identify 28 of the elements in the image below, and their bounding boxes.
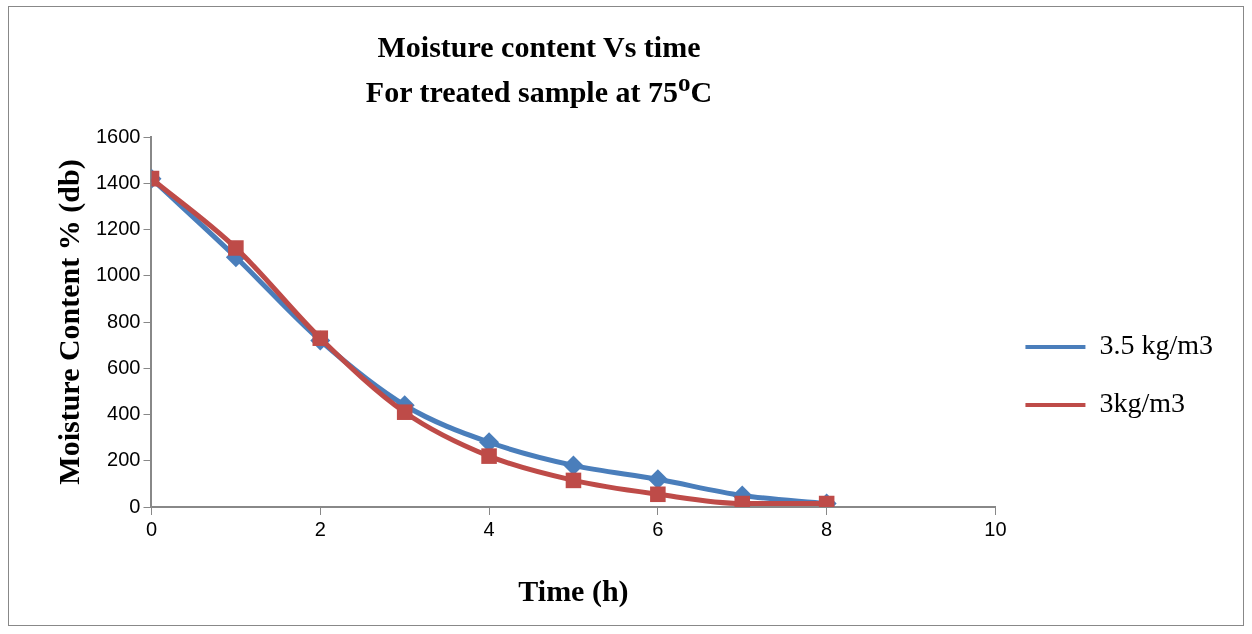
legend-label: 3.5 kg/m3 (1099, 329, 1213, 361)
chart-title: Moisture content Vs time For treated sample at 75$^{o}$C (364, 29, 714, 110)
point (563, 455, 584, 476)
point (565, 472, 582, 489)
x-tick-label: 6 (652, 517, 664, 540)
point (650, 486, 666, 503)
x-tick-label: 8 (821, 517, 833, 540)
y-tick-label: 0 (129, 494, 141, 517)
x-tick-label: 4 (483, 517, 495, 540)
y-tick-label: 200 (107, 448, 141, 471)
y-tick-label: 1200 (95, 217, 141, 240)
point (396, 404, 413, 420)
legend-label: 3kg/m3 (1099, 387, 1185, 419)
x-tick-label: 0 (145, 517, 158, 540)
point (481, 448, 497, 464)
point (647, 469, 668, 490)
point (228, 240, 244, 256)
y-tick-label: 1000 (95, 263, 141, 286)
y-tick-label: 800 (107, 309, 141, 332)
y-axis-title: Moisture Content % (db) (51, 159, 86, 485)
y-tick-label: 600 (107, 355, 141, 378)
x-axis-title: Time (h) (518, 573, 629, 608)
point (312, 330, 329, 346)
x-tick-label: 2 (314, 517, 326, 540)
y-tick-label: 400 (107, 402, 141, 425)
y-tick-label: 1600 (95, 124, 141, 147)
x-tick-label: 10 (984, 517, 1007, 540)
y-tick-label: 1400 (95, 170, 141, 193)
